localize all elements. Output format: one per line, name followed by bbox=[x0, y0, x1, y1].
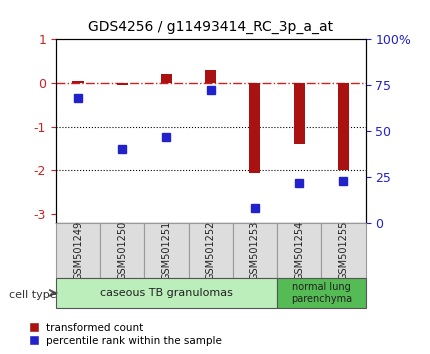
Text: GSM501249: GSM501249 bbox=[73, 221, 83, 280]
Text: GSM501250: GSM501250 bbox=[117, 221, 127, 280]
Text: cell type: cell type bbox=[9, 290, 56, 299]
FancyBboxPatch shape bbox=[100, 223, 144, 278]
Text: GSM501254: GSM501254 bbox=[294, 221, 304, 280]
Bar bbox=[161, 74, 172, 83]
Bar bbox=[205, 70, 216, 83]
Text: GSM501255: GSM501255 bbox=[338, 221, 348, 280]
FancyBboxPatch shape bbox=[56, 223, 100, 278]
Bar bbox=[294, 83, 305, 144]
FancyBboxPatch shape bbox=[277, 278, 366, 308]
Text: GSM501253: GSM501253 bbox=[250, 221, 260, 280]
FancyBboxPatch shape bbox=[56, 278, 277, 308]
Text: caseous TB granulomas: caseous TB granulomas bbox=[100, 288, 233, 298]
FancyBboxPatch shape bbox=[189, 223, 233, 278]
Bar bbox=[117, 83, 128, 85]
FancyBboxPatch shape bbox=[144, 223, 189, 278]
FancyBboxPatch shape bbox=[233, 223, 277, 278]
Text: normal lung
parenchyma: normal lung parenchyma bbox=[291, 282, 352, 304]
Bar bbox=[338, 83, 349, 170]
Title: GDS4256 / g11493414_RC_3p_a_at: GDS4256 / g11493414_RC_3p_a_at bbox=[88, 20, 333, 34]
Text: GSM501251: GSM501251 bbox=[162, 221, 172, 280]
Legend: transformed count, percentile rank within the sample: transformed count, percentile rank withi… bbox=[27, 320, 225, 349]
FancyBboxPatch shape bbox=[277, 223, 321, 278]
Bar bbox=[73, 81, 83, 83]
FancyBboxPatch shape bbox=[321, 223, 366, 278]
Bar bbox=[249, 83, 261, 173]
Text: GSM501252: GSM501252 bbox=[206, 221, 216, 280]
